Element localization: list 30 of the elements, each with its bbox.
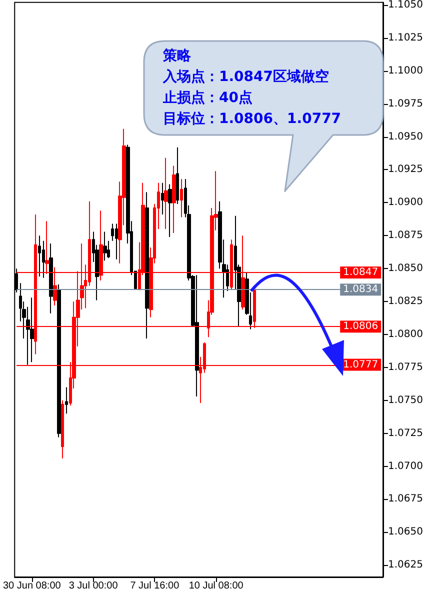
annotation: 策略 <box>163 47 192 66</box>
y-tick-label: 1.0725 <box>388 428 423 439</box>
y-tick-label: 1.0775 <box>388 362 423 373</box>
x-tick-label: 30 Jun 08:00 <box>2 580 62 592</box>
y-tick-label: 1.0900 <box>388 197 423 208</box>
ref-line-label: 1.0777 <box>343 359 378 370</box>
y-tick-label: 1.0750 <box>388 394 423 406</box>
x-tick-label: 7 Jul 16:00 <box>130 580 180 592</box>
y-tick-label: 1.0800 <box>388 328 423 340</box>
x-tick-label: 10 Jul 08:00 <box>188 580 244 592</box>
y-tick-label: 1.1050 <box>388 0 423 10</box>
y-tick-label: 1.1025 <box>388 32 423 44</box>
y-tick-label: 1.0950 <box>388 131 423 142</box>
annotation: 止损点：40点 <box>163 89 254 108</box>
y-tick-label: 1.0675 <box>388 494 423 505</box>
x-tick-label: 3 Jul 00:00 <box>68 580 118 592</box>
ref-line-label: 1.0806 <box>343 321 378 332</box>
y-tick-label: 1.0875 <box>388 230 423 242</box>
y-tick-label: 1.0975 <box>388 98 423 110</box>
annotation: 目标位：1.0806、1.0777 <box>163 110 342 129</box>
y-tick-label: 1.0850 <box>388 263 423 274</box>
ref-line-label: 1.0834 <box>343 284 378 296</box>
y-tick-label: 1.0700 <box>388 460 423 472</box>
y-tick-label: 1.1000 <box>388 65 423 76</box>
annotation: 入场点：1.0847区域做空 <box>163 68 330 87</box>
ref-line-label: 1.0847 <box>343 267 378 278</box>
y-tick-label: 1.0825 <box>388 296 423 308</box>
y-tick-label: 1.0650 <box>388 526 423 538</box>
y-tick-label: 1.0625 <box>388 560 423 571</box>
y-tick-label: 1.0925 <box>388 164 423 176</box>
